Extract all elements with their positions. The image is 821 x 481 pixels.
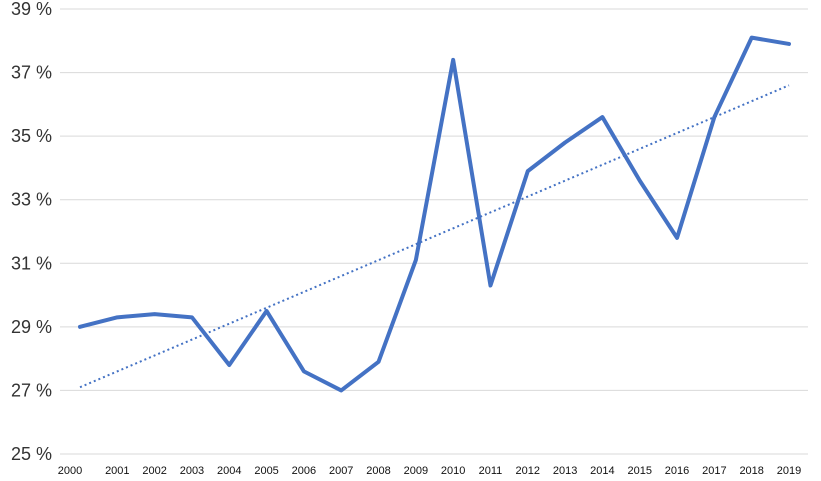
x-tick-label: 2009 [404, 465, 428, 477]
series-line-0 [78, 35, 791, 393]
y-tick-label: 29 % [11, 317, 52, 337]
x-tick-label: 2002 [142, 465, 166, 477]
x-tick-label: 2007 [329, 465, 353, 477]
x-tick-label: 2001 [105, 465, 129, 477]
x-tick-label: 2016 [665, 465, 689, 477]
x-tick-label: 2003 [180, 465, 204, 477]
x-tick-label: 2015 [627, 465, 651, 477]
x-tick-label: 2019 [777, 465, 801, 477]
x-tick-label: 2010 [441, 465, 465, 477]
grid-layer [60, 8, 808, 455]
series-layer [78, 35, 791, 393]
y-tick-label: 27 % [11, 380, 52, 400]
y-tick-label: 39 % [11, 0, 52, 19]
x-tick-label: 2012 [516, 465, 540, 477]
x-tick-label: 2004 [217, 465, 241, 477]
x-tick-label: 2008 [366, 465, 390, 477]
y-tick-label: 35 % [11, 126, 52, 146]
x-axis: 2000 2001 2002 2003 2004 2005 2006 2007 2008 2009… [58, 465, 801, 477]
y-tick-label: 33 % [11, 190, 52, 210]
x-tick-label: 2006 [292, 465, 316, 477]
y-tick-label: 25 % [11, 444, 52, 464]
y-axis: 25 % 27 % 29 % 31 % 33 % 35 % 37 % 39 % [11, 0, 52, 464]
x-tick-label: 2018 [739, 465, 763, 477]
x-tick-label: 2005 [254, 465, 278, 477]
x-tick-label: 2017 [702, 465, 726, 477]
y-tick-label: 37 % [11, 63, 52, 83]
x-tick-label: 2011 [479, 465, 503, 477]
x-tick-label: 2014 [590, 465, 614, 477]
y-tick-label: 31 % [11, 253, 52, 273]
x-tick-label: 2013 [553, 465, 577, 477]
trendline [79, 84, 790, 389]
x-tick-label: 2000 [58, 465, 82, 477]
trendline-layer [79, 84, 790, 389]
